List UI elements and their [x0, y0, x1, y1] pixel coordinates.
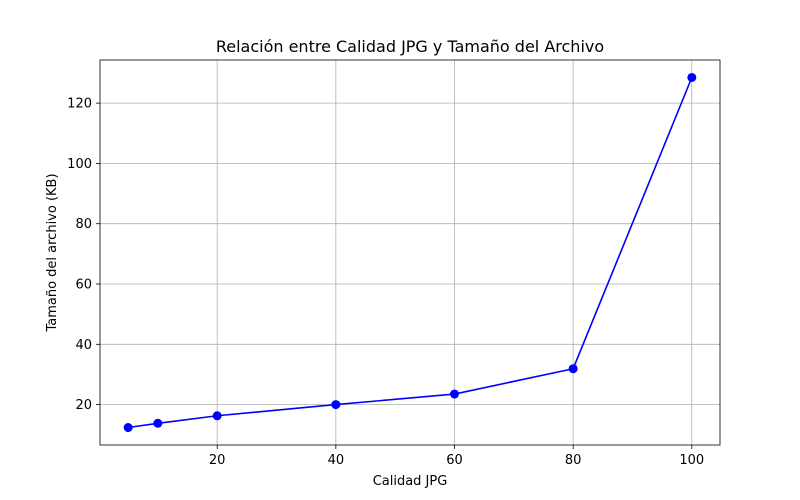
series-layer — [123, 72, 697, 433]
y-tick-label: 100 — [67, 157, 92, 172]
x-tick-label: 100 — [679, 453, 704, 468]
tick-layer: 20 40 60 80 100 20 40 60 80 100 120 — [67, 97, 704, 468]
y-tick-label: 120 — [67, 97, 92, 112]
data-point — [212, 411, 222, 421]
data-point — [687, 72, 697, 82]
y-tick-label: 20 — [75, 398, 92, 413]
x-tick-label: 60 — [446, 453, 463, 468]
data-point — [331, 400, 341, 410]
x-tick-label: 80 — [565, 453, 582, 468]
x-axis-label: Calidad JPG — [373, 474, 448, 489]
x-tick-label: 40 — [328, 453, 345, 468]
x-tick-label: 20 — [209, 453, 226, 468]
data-point — [568, 364, 578, 374]
grid-layer — [100, 60, 720, 445]
data-point — [153, 418, 163, 428]
data-point — [449, 389, 459, 399]
y-tick-label: 80 — [75, 217, 92, 232]
y-tick-label: 60 — [75, 278, 92, 293]
y-axis-label: Tamaño del archivo (KB) — [45, 173, 60, 332]
data-point — [123, 423, 133, 433]
plot-area-frame — [99, 59, 721, 446]
y-tick-label: 40 — [75, 338, 92, 353]
chart-title: Relación entre Calidad JPG y Tamaño del … — [216, 37, 604, 56]
